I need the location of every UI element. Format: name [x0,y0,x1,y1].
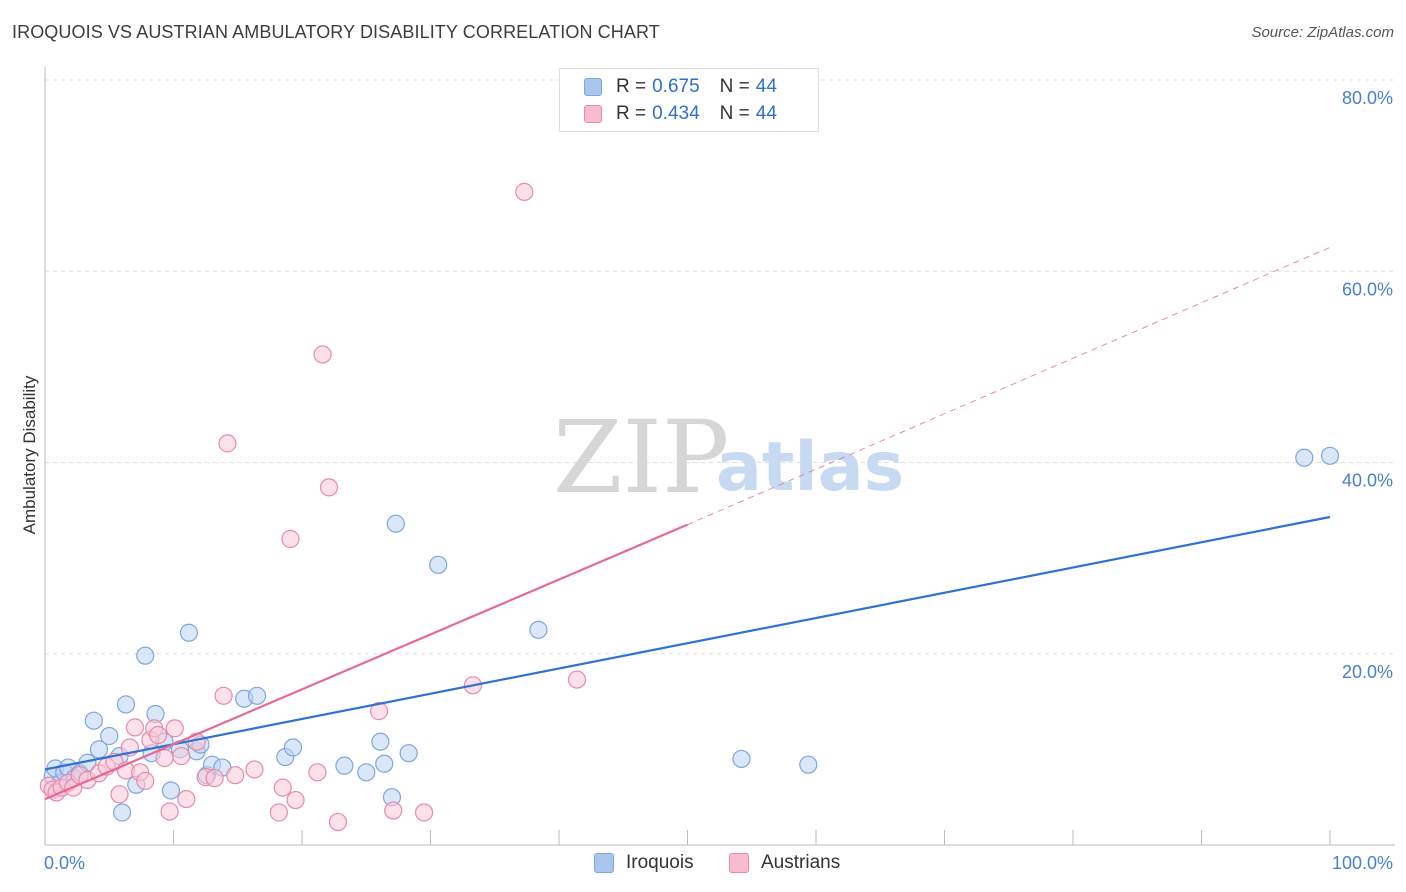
data-point-iroquois [179,623,199,642]
data-point-iroquois [161,781,181,800]
data-point-austrians [165,719,184,738]
trend-line-austrians [44,523,688,801]
trend-line-iroquois [44,515,1331,771]
bottom-legend-label-austrians: Austrians [761,852,841,873]
data-point-austrians [125,718,145,737]
legend-n-value: 44 [755,76,777,97]
legend-n-label: N = [719,76,750,97]
y-tick-label: 60.0% [1342,279,1393,299]
data-point-austrians [172,746,191,766]
data-point-austrians [286,790,305,810]
data-point-austrians [177,789,196,809]
data-point-austrians [155,748,174,768]
legend-r-value: 0.434 [652,103,700,124]
y-axis-title: Ambulatory Disability [20,375,39,534]
data-point-austrians [273,778,292,797]
data-point-austrians [160,802,179,821]
data-point-austrians [308,763,327,782]
data-point-iroquois [247,686,267,705]
y-tick-labels: 20.0% 40.0% 60.0% 80.0% [1342,88,1393,682]
data-point-austrians [110,785,129,804]
legend-n-value: 44 [755,103,777,124]
data-point-iroquois [84,711,103,730]
data-point-austrians [218,434,237,453]
source-credit: Source: ZipAtlas.com [1251,24,1394,41]
series-austrians-points [39,182,587,832]
data-point-austrians [245,760,264,779]
data-point-austrians [136,771,155,791]
bottom-legend-swatch-austrians [729,853,749,873]
data-point-iroquois [732,749,751,769]
data-point-iroquois [371,732,390,751]
watermark: ZIP atlas [553,399,904,516]
data-point-iroquois [1295,448,1314,467]
data-point-iroquois [386,514,405,533]
data-point-iroquois [429,555,448,574]
data-point-iroquois [799,755,818,774]
data-point-austrians [414,803,434,822]
data-point-austrians [567,670,587,689]
legend-r-label: R = [616,76,647,97]
watermark-zip: ZIP [553,399,729,516]
data-point-austrians [328,812,348,832]
data-point-austrians [313,345,332,364]
data-point-iroquois [357,763,376,782]
y-tick-label: 40.0% [1342,471,1393,491]
trend-extension-austrians [687,246,1331,526]
data-point-austrians [384,801,403,820]
legend-swatch-austrians [584,105,602,123]
trend-lines [44,246,1331,801]
data-point-austrians [214,686,233,705]
chart-title: IROQUOIS VS AUSTRIAN AMBULATORY DISABILI… [12,22,660,42]
data-point-austrians [226,766,245,785]
data-point-iroquois [375,754,394,773]
data-point-austrians [319,478,339,497]
x-tick-labels: 0.0% 100.0% [44,853,1393,873]
x-tick-label-max: 100.0% [1332,853,1393,873]
data-point-iroquois [136,646,155,665]
legend-r-value: 0.675 [652,76,700,97]
data-point-austrians [205,768,224,788]
data-point-iroquois [529,620,548,639]
watermark-atlas: atlas [716,428,904,507]
data-point-austrians [370,702,389,721]
data-point-iroquois [399,744,418,763]
data-point-iroquois [112,803,132,822]
y-tick-label: 80.0% [1342,88,1393,108]
bottom-legend-label-iroquois: Iroquois [626,852,694,873]
data-point-austrians [515,182,534,201]
data-point-iroquois [283,738,303,757]
y-tick-label: 20.0% [1342,662,1393,682]
data-point-iroquois [116,695,136,714]
legend-row-iroquois: R = 0.675 N = 44 [584,75,777,99]
data-point-austrians [269,803,288,822]
data-point-austrians [148,725,168,745]
grid-lines [45,79,1395,655]
legend-n-label: N = [719,103,750,124]
legend-r-label: R = [616,103,647,124]
legend-swatch-iroquois [584,78,602,96]
data-point-austrians [281,529,300,549]
bottom-legend-swatch-iroquois [594,853,614,873]
bottom-legend-iroquois: Iroquois [594,852,694,874]
x-tick-label-min: 0.0% [44,853,85,873]
correlation-legend: R = 0.675 N = 44 R = 0.434 N = 44 [559,68,819,132]
data-point-iroquois [100,726,119,746]
data-point-iroquois [1320,446,1340,465]
bottom-legend-austrians: Austrians [729,852,840,874]
legend-row-austrians: R = 0.434 N = 44 [584,102,777,126]
axes [44,66,1395,846]
data-point-iroquois [335,756,354,775]
